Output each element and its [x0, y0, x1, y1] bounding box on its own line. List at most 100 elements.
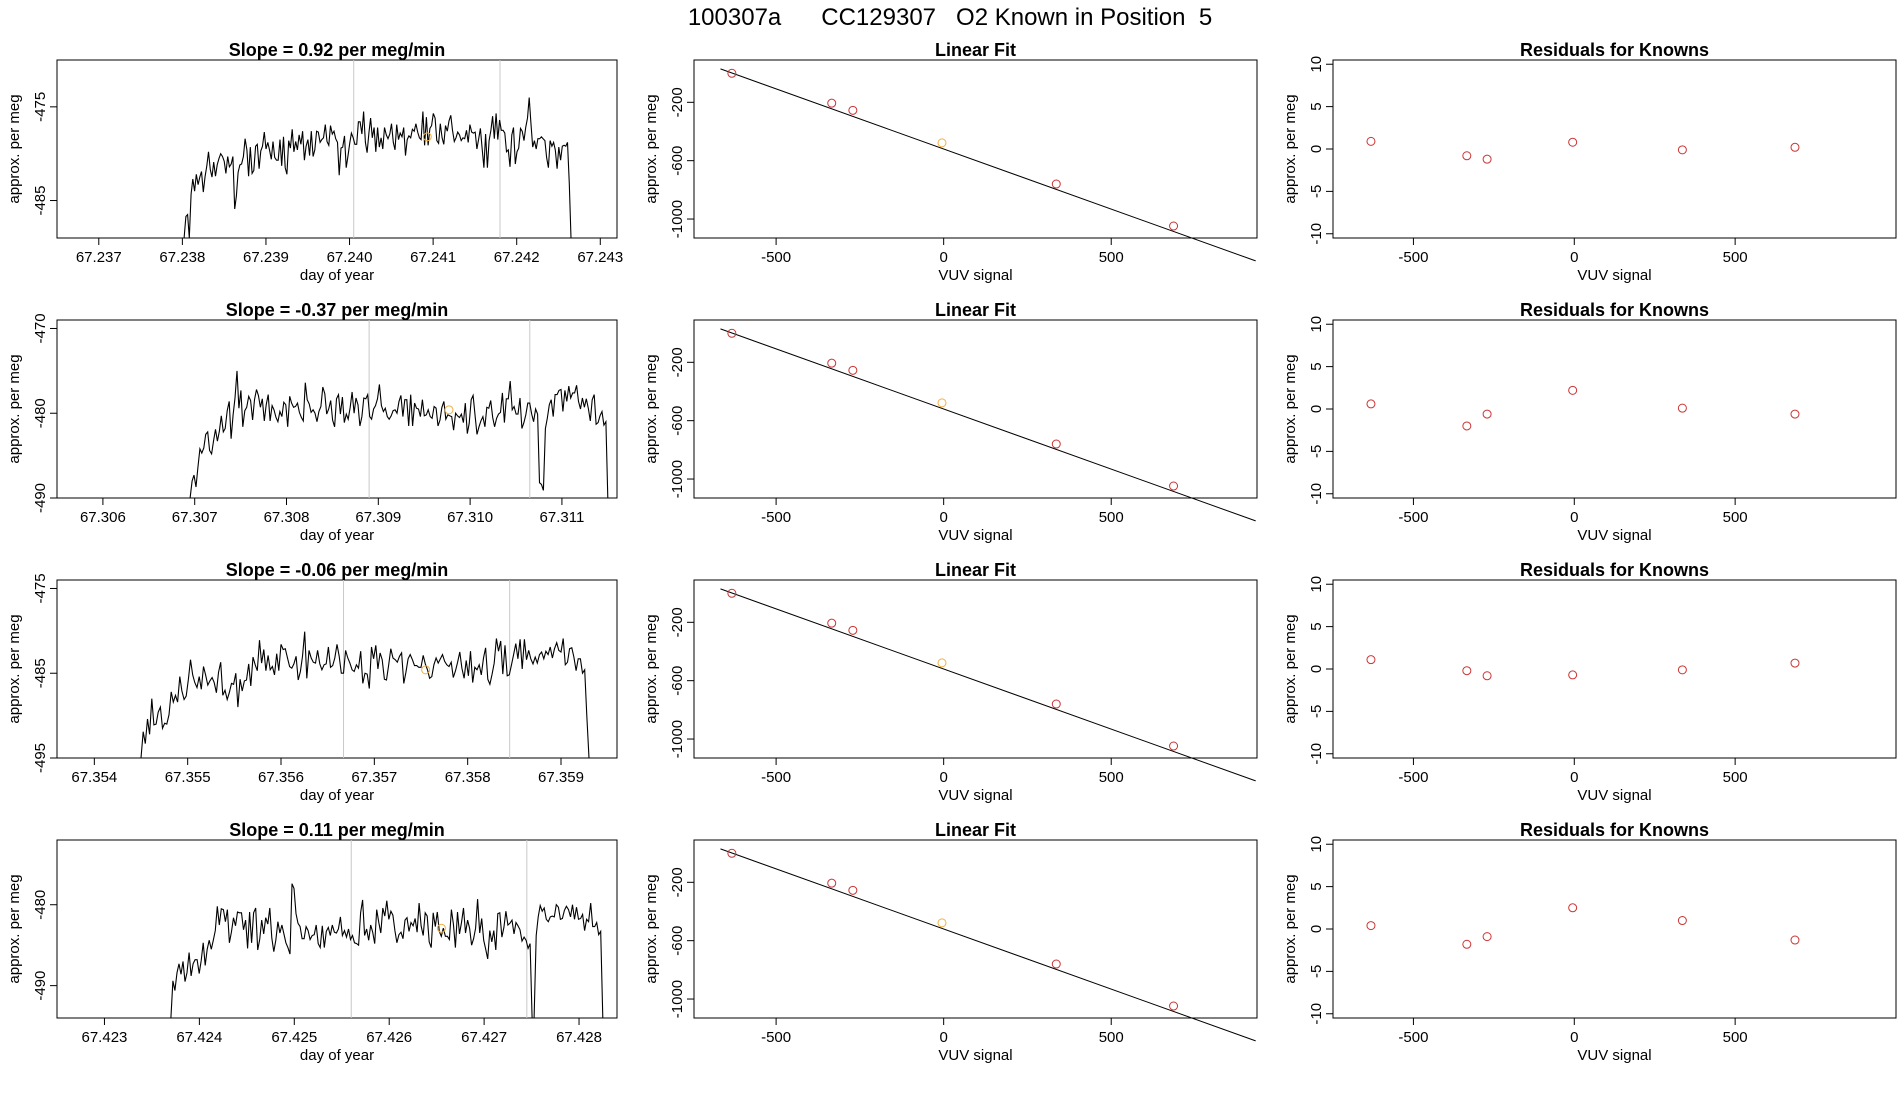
time-3-xtick-label: 67.356 — [258, 769, 304, 786]
fit-1-xtick-label: 0 — [939, 249, 947, 266]
residuals-4-xtick-label: 0 — [1570, 1029, 1578, 1046]
time-1-ylabel: approx. per meg — [6, 94, 23, 203]
time-3-xtick-label: 67.359 — [538, 769, 584, 786]
fit-4-ytick-label: -200 — [669, 867, 686, 897]
data-point — [1366, 921, 1376, 931]
data-point — [1677, 916, 1687, 926]
fit-line — [720, 328, 1256, 522]
data-point — [1482, 409, 1492, 419]
fit-2-xlabel: VUV signal — [938, 527, 1012, 544]
fit-4-ylabel: approx. per meg — [643, 874, 660, 983]
fit-1-ytick-label: -200 — [669, 87, 686, 117]
data-point — [727, 328, 737, 338]
data-point — [1790, 658, 1800, 668]
time-3-ytick-label: -485 — [32, 658, 49, 688]
time-1-xtick-label: 67.243 — [577, 249, 623, 266]
fit-2-xtick-label: 0 — [939, 509, 947, 526]
fit-1-ylabel: approx. per meg — [643, 94, 660, 203]
time-1-xlabel: day of year — [300, 267, 374, 284]
time-4-frame — [56, 839, 618, 1019]
time-4-xtick-label: 67.425 — [271, 1029, 317, 1046]
time-2-xtick-label: 67.310 — [447, 509, 493, 526]
time-3-frame — [56, 579, 618, 759]
highlight-point — [937, 918, 947, 928]
figure-title: 100307a CC129307 O2 Known in Position 5 — [687, 4, 1213, 31]
data-point — [848, 885, 858, 895]
series-line — [140, 631, 590, 759]
fit-3-ylabel: approx. per meg — [643, 614, 660, 723]
data-point — [827, 618, 837, 628]
data-point — [727, 848, 737, 858]
fit-2-xtick-label: -500 — [761, 509, 791, 526]
highlight-point — [444, 405, 454, 415]
residuals-4-xtick-label: -500 — [1398, 1029, 1428, 1046]
fit-3-xtick-label: -500 — [761, 769, 791, 786]
residuals-3-xtick-label: 500 — [1723, 769, 1748, 786]
time-2-xtick-label: 67.306 — [80, 509, 126, 526]
series-line — [170, 883, 604, 1019]
data-point — [1568, 903, 1578, 913]
fit-1-xlabel: VUV signal — [938, 267, 1012, 284]
fit-1-frame — [693, 59, 1258, 239]
fit-1-ytick-label: -600 — [669, 146, 686, 176]
residuals-3-title: Residuals for Knowns — [1520, 560, 1709, 580]
data-point — [1051, 699, 1061, 709]
data-point — [1482, 932, 1492, 942]
residuals-1-xtick-label: 500 — [1723, 249, 1748, 266]
fit-3-xtick-label: 0 — [939, 769, 947, 786]
data-point — [1568, 385, 1578, 395]
time-2-xtick-label: 67.308 — [264, 509, 310, 526]
residuals-3-ytick-label: 10 — [1308, 576, 1325, 593]
residuals-1-xlabel: VUV signal — [1577, 267, 1651, 284]
data-point — [1366, 399, 1376, 409]
residuals-2-ytick-label: 10 — [1308, 316, 1325, 333]
residuals-2-xtick-label: -500 — [1398, 509, 1428, 526]
residuals-3-ylabel: approx. per meg — [1282, 614, 1299, 723]
fit-line — [720, 588, 1256, 782]
time-1-ytick-label: -475 — [32, 92, 49, 122]
fit-4-xtick-label: 500 — [1099, 1029, 1124, 1046]
data-point — [848, 625, 858, 635]
data-point — [1169, 1001, 1179, 1011]
fit-4-xlabel: VUV signal — [938, 1047, 1012, 1064]
data-point — [1462, 666, 1472, 676]
series-line — [182, 97, 572, 239]
time-3-xlabel: day of year — [300, 787, 374, 804]
fit-1-title: Linear Fit — [935, 40, 1016, 60]
fit-4-frame — [693, 839, 1258, 1019]
data-point — [1462, 151, 1472, 161]
fit-2-xtick-label: 500 — [1099, 509, 1124, 526]
residuals-1-xtick-label: -500 — [1398, 249, 1428, 266]
data-point — [1366, 655, 1376, 665]
series-line — [189, 370, 609, 499]
time-3-ytick-label: -495 — [32, 743, 49, 773]
data-point — [1568, 137, 1578, 147]
data-point — [1677, 145, 1687, 155]
fit-2-ylabel: approx. per meg — [643, 354, 660, 463]
fit-3-ytick-label: -1000 — [669, 720, 686, 758]
residuals-1-ytick-label: 0 — [1308, 145, 1325, 153]
highlight-point — [937, 138, 947, 148]
time-2-xlabel: day of year — [300, 527, 374, 544]
time-4-title: Slope = 0.11 per meg/min — [229, 820, 445, 840]
residuals-4-ytick-label: 10 — [1308, 836, 1325, 853]
residuals-4-ytick-label: -5 — [1308, 965, 1325, 978]
residuals-2-ytick-label: -5 — [1308, 445, 1325, 458]
residuals-4-xtick-label: 500 — [1723, 1029, 1748, 1046]
time-1-xtick-label: 67.241 — [410, 249, 456, 266]
data-point — [1568, 670, 1578, 680]
residuals-1-xtick-label: 0 — [1570, 249, 1578, 266]
data-point — [1462, 939, 1472, 949]
data-point — [1169, 481, 1179, 491]
fit-4-ytick-label: -1000 — [669, 980, 686, 1018]
time-2-ytick-label: -470 — [32, 313, 49, 343]
time-2-xtick-label: 67.309 — [355, 509, 401, 526]
time-3-xtick-label: 67.355 — [165, 769, 211, 786]
fit-4-xtick-label: -500 — [761, 1029, 791, 1046]
time-2-ytick-label: -490 — [32, 483, 49, 513]
data-point — [1677, 403, 1687, 413]
time-1-xtick-label: 67.242 — [494, 249, 540, 266]
data-point — [1366, 136, 1376, 146]
time-1-xtick-label: 67.237 — [76, 249, 122, 266]
residuals-1-ytick-label: 10 — [1308, 56, 1325, 73]
